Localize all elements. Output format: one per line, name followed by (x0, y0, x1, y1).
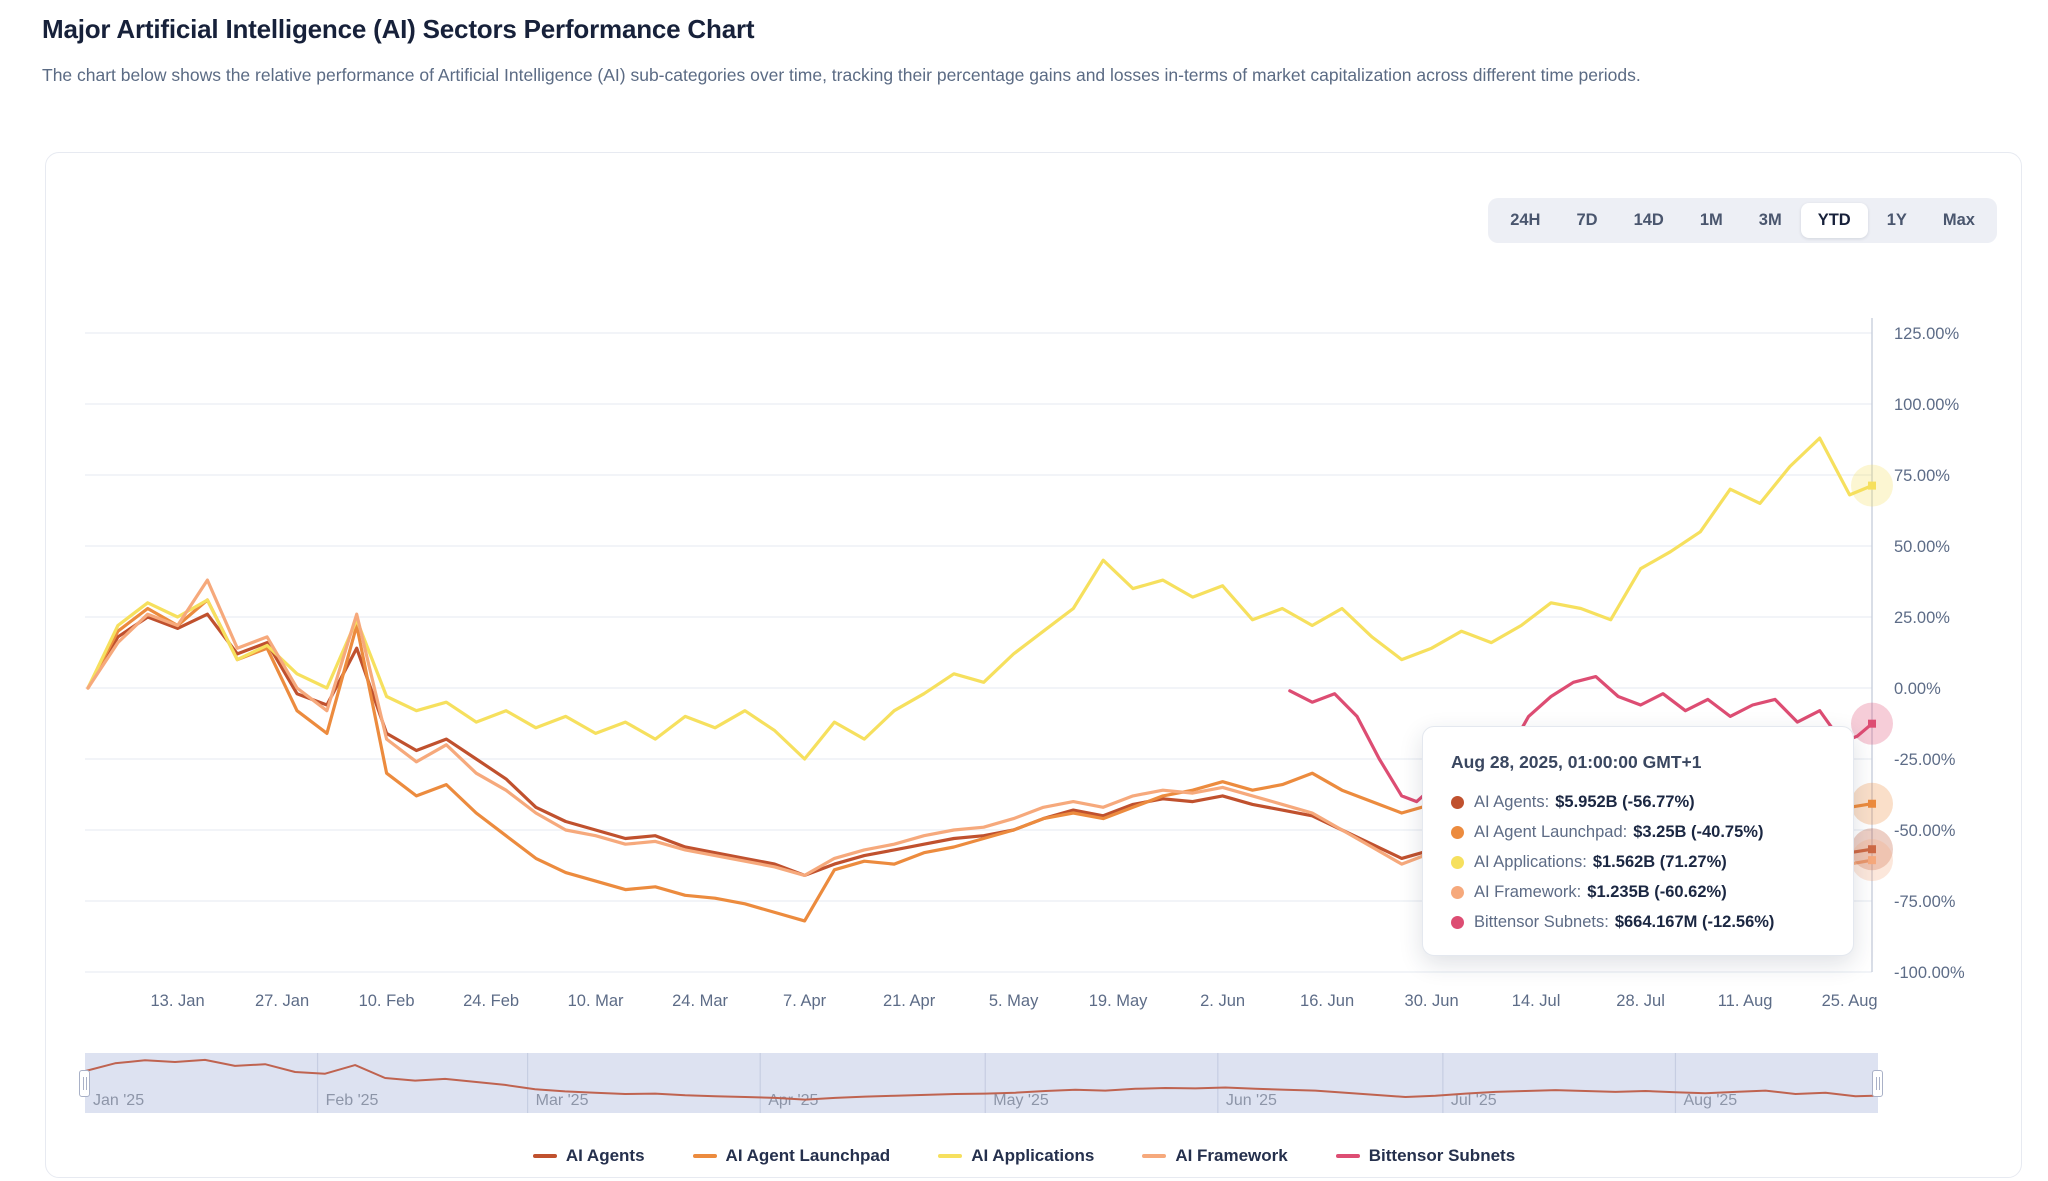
legend-item-bittensor-subnets[interactable]: Bittensor Subnets (1335, 1146, 1516, 1166)
legend-item-ai-applications[interactable]: AI Applications (938, 1146, 1094, 1166)
legend-label: AI Agent Launchpad (725, 1146, 891, 1165)
tooltip-row: AI Applications: $1.562B (71.27%) (1451, 853, 1825, 872)
series-bullet-icon (1451, 826, 1464, 839)
tooltip-series-value: $1.562B (71.27%) (1592, 853, 1727, 871)
navigator-handle-right[interactable] (1872, 1070, 1883, 1097)
legend-item-ai-agents[interactable]: AI Agents (532, 1146, 645, 1166)
legend-swatch-icon (938, 1154, 963, 1158)
legend-label: Bittensor Subnets (1368, 1146, 1516, 1165)
time-range-button-14d[interactable]: 14D (1617, 203, 1681, 238)
legend-item-ai-agent-launchpad[interactable]: AI Agent Launchpad (692, 1146, 891, 1166)
time-range-button-24h[interactable]: 24H (1493, 203, 1557, 238)
legend-label: AI Applications (971, 1146, 1095, 1165)
legend-item-ai-framework[interactable]: AI Framework (1142, 1146, 1288, 1166)
tooltip-series-label: Bittensor Subnets: (1474, 913, 1609, 931)
tooltip-series-label: AI Applications: (1474, 853, 1587, 871)
tooltip-series-label: AI Framework: (1474, 883, 1582, 901)
series-bullet-icon (1451, 916, 1464, 929)
time-range-button-3m[interactable]: 3M (1742, 203, 1799, 238)
tooltip-series-value: $5.952B (-56.77%) (1555, 793, 1695, 811)
time-range-selector: 24H 7D 14D 1M 3M YTD 1Y Max (1488, 198, 1997, 243)
time-range-button-1y[interactable]: 1Y (1870, 203, 1924, 238)
tooltip-row: AI Agent Launchpad: $3.25B (-40.75%) (1451, 823, 1825, 842)
tooltip-series-value: $664.167M (-12.56%) (1614, 913, 1775, 931)
legend-swatch-icon (1142, 1154, 1167, 1158)
time-range-button-max[interactable]: Max (1926, 203, 1992, 238)
tooltip-row: Bittensor Subnets: $664.167M (-12.56%) (1451, 913, 1825, 932)
handle-grip-icon (1875, 1077, 1877, 1090)
navigator-track[interactable] (85, 1053, 1878, 1113)
series-bullet-icon (1451, 796, 1464, 809)
tooltip-row: AI Agents: $5.952B (-56.77%) (1451, 793, 1825, 812)
tooltip-series-value: $3.25B (-40.75%) (1633, 823, 1764, 841)
time-range-button-ytd[interactable]: YTD (1800, 203, 1868, 238)
series-bullet-icon (1451, 886, 1464, 899)
tooltip-date: Aug 28, 2025, 01:00:00 GMT+1 (1451, 752, 1702, 772)
navigator-handle-left[interactable] (79, 1070, 90, 1097)
tooltip-series-value: $1.235B (-60.62%) (1587, 883, 1727, 901)
legend-label: AI Framework (1175, 1146, 1288, 1165)
legend-swatch-icon (692, 1154, 717, 1158)
legend-swatch-icon (532, 1154, 557, 1158)
performance-chart-card (45, 152, 2022, 1178)
tooltip-series-label: AI Agents: (1474, 793, 1550, 811)
time-range-button-1m[interactable]: 1M (1683, 203, 1740, 238)
legend-label: AI Agents (565, 1146, 645, 1165)
series-bullet-icon (1451, 856, 1464, 869)
tooltip-row: AI Framework: $1.235B (-60.62%) (1451, 883, 1825, 902)
tooltip-series-label: AI Agent Launchpad: (1474, 823, 1628, 841)
chart-tooltip: Aug 28, 2025, 01:00:00 GMT+1 AI Agents: $… (1422, 726, 1854, 956)
chart-legend: AI Agents AI Agent Launchpad AI Applicatio… (0, 1146, 2048, 1166)
handle-grip-icon (82, 1077, 84, 1090)
page-subtitle: The chart below shows the relative perfo… (42, 65, 1641, 85)
page-title: Major Artificial Intelligence (AI) Secto… (42, 14, 755, 44)
legend-swatch-icon (1335, 1154, 1360, 1158)
time-range-button-7d[interactable]: 7D (1559, 203, 1614, 238)
